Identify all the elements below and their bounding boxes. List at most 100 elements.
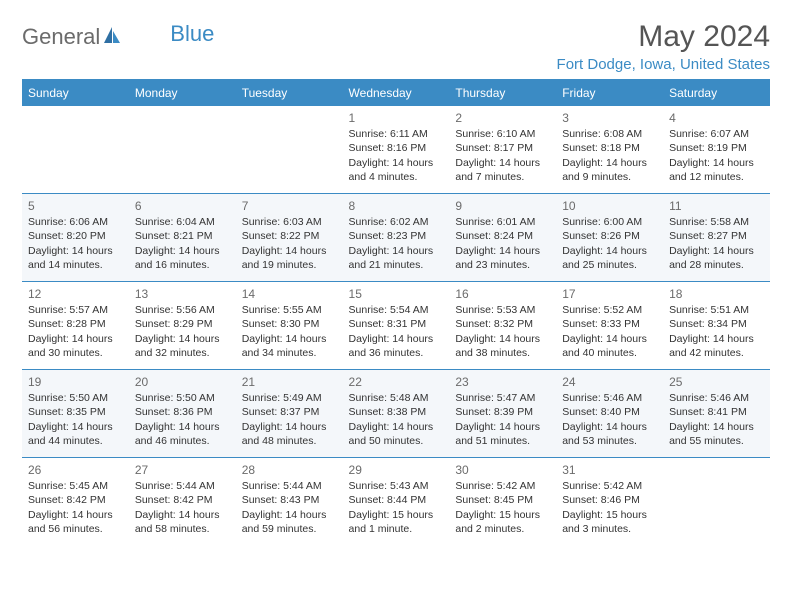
calendar-table: SundayMondayTuesdayWednesdayThursdayFrid… [22,79,770,546]
daylight-text: and 14 minutes. [28,258,123,272]
daylight-text: Daylight: 14 hours [349,332,444,346]
empty-cell [22,106,129,194]
sunrise-text: Sunrise: 5:46 AM [562,391,657,405]
day-number: 9 [455,198,550,214]
sunrise-text: Sunrise: 6:07 AM [669,127,764,141]
sunset-text: Sunset: 8:20 PM [28,229,123,243]
sunset-text: Sunset: 8:29 PM [135,317,230,331]
daylight-text: and 51 minutes. [455,434,550,448]
daylight-text: Daylight: 14 hours [349,244,444,258]
sunrise-text: Sunrise: 5:56 AM [135,303,230,317]
daylight-text: and 34 minutes. [242,346,337,360]
empty-cell [663,458,770,546]
daylight-text: and 19 minutes. [242,258,337,272]
sunrise-text: Sunrise: 5:57 AM [28,303,123,317]
day-header: Saturday [663,80,770,106]
daylight-text: Daylight: 14 hours [562,156,657,170]
sunset-text: Sunset: 8:41 PM [669,405,764,419]
sunset-text: Sunset: 8:30 PM [242,317,337,331]
day-header: Sunday [22,80,129,106]
daylight-text: and 7 minutes. [455,170,550,184]
sunset-text: Sunset: 8:19 PM [669,141,764,155]
day-cell: 20Sunrise: 5:50 AMSunset: 8:36 PMDayligh… [129,370,236,458]
day-cell: 9Sunrise: 6:01 AMSunset: 8:24 PMDaylight… [449,194,556,282]
sunrise-text: Sunrise: 5:44 AM [135,479,230,493]
sunset-text: Sunset: 8:32 PM [455,317,550,331]
daylight-text: Daylight: 14 hours [242,420,337,434]
sunset-text: Sunset: 8:24 PM [455,229,550,243]
daylight-text: and 59 minutes. [242,522,337,536]
daylight-text: and 53 minutes. [562,434,657,448]
sunrise-text: Sunrise: 6:06 AM [28,215,123,229]
day-cell: 15Sunrise: 5:54 AMSunset: 8:31 PMDayligh… [343,282,450,370]
sunset-text: Sunset: 8:21 PM [135,229,230,243]
week-row: 12Sunrise: 5:57 AMSunset: 8:28 PMDayligh… [22,282,770,370]
day-number: 15 [349,286,444,302]
sunset-text: Sunset: 8:37 PM [242,405,337,419]
day-number: 18 [669,286,764,302]
daylight-text: and 44 minutes. [28,434,123,448]
title-block: May 2024 Fort Dodge, Iowa, United States [557,20,770,73]
sunrise-text: Sunrise: 6:01 AM [455,215,550,229]
sunset-text: Sunset: 8:22 PM [242,229,337,243]
day-cell: 17Sunrise: 5:52 AMSunset: 8:33 PMDayligh… [556,282,663,370]
daylight-text: Daylight: 14 hours [669,156,764,170]
day-number: 20 [135,374,230,390]
day-header: Monday [129,80,236,106]
day-cell: 28Sunrise: 5:44 AMSunset: 8:43 PMDayligh… [236,458,343,546]
daylight-text: Daylight: 14 hours [135,508,230,522]
day-header: Friday [556,80,663,106]
daylight-text: and 21 minutes. [349,258,444,272]
day-cell: 7Sunrise: 6:03 AMSunset: 8:22 PMDaylight… [236,194,343,282]
daylight-text: and 46 minutes. [135,434,230,448]
day-number: 27 [135,462,230,478]
daylight-text: Daylight: 15 hours [455,508,550,522]
day-cell: 25Sunrise: 5:46 AMSunset: 8:41 PMDayligh… [663,370,770,458]
day-number: 28 [242,462,337,478]
sunset-text: Sunset: 8:45 PM [455,493,550,507]
daylight-text: and 12 minutes. [669,170,764,184]
week-row: 26Sunrise: 5:45 AMSunset: 8:42 PMDayligh… [22,458,770,546]
daylight-text: and 2 minutes. [455,522,550,536]
sunset-text: Sunset: 8:39 PM [455,405,550,419]
daylight-text: Daylight: 14 hours [669,332,764,346]
daylight-text: Daylight: 14 hours [349,420,444,434]
day-number: 26 [28,462,123,478]
sunrise-text: Sunrise: 5:43 AM [349,479,444,493]
daylight-text: Daylight: 15 hours [349,508,444,522]
logo-text-general: General [22,24,100,50]
sunrise-text: Sunrise: 5:50 AM [135,391,230,405]
day-cell: 26Sunrise: 5:45 AMSunset: 8:42 PMDayligh… [22,458,129,546]
day-number: 24 [562,374,657,390]
sunset-text: Sunset: 8:42 PM [28,493,123,507]
day-cell: 19Sunrise: 5:50 AMSunset: 8:35 PMDayligh… [22,370,129,458]
day-number: 13 [135,286,230,302]
sunset-text: Sunset: 8:31 PM [349,317,444,331]
daylight-text: and 55 minutes. [669,434,764,448]
day-header: Wednesday [343,80,450,106]
daylight-text: Daylight: 14 hours [562,332,657,346]
daylight-text: Daylight: 14 hours [455,244,550,258]
sunset-text: Sunset: 8:40 PM [562,405,657,419]
daylight-text: and 1 minute. [349,522,444,536]
day-number: 16 [455,286,550,302]
day-number: 14 [242,286,337,302]
day-cell: 27Sunrise: 5:44 AMSunset: 8:42 PMDayligh… [129,458,236,546]
day-number: 12 [28,286,123,302]
daylight-text: and 30 minutes. [28,346,123,360]
sunset-text: Sunset: 8:34 PM [669,317,764,331]
day-number: 11 [669,198,764,214]
daylight-text: Daylight: 14 hours [135,332,230,346]
daylight-text: and 9 minutes. [562,170,657,184]
empty-cell [236,106,343,194]
day-number: 17 [562,286,657,302]
day-number: 6 [135,198,230,214]
sunset-text: Sunset: 8:35 PM [28,405,123,419]
daylight-text: Daylight: 14 hours [455,332,550,346]
location-text: Fort Dodge, Iowa, United States [557,56,770,73]
daylight-text: and 58 minutes. [135,522,230,536]
sunrise-text: Sunrise: 5:50 AM [28,391,123,405]
sunrise-text: Sunrise: 6:08 AM [562,127,657,141]
day-number: 8 [349,198,444,214]
sunset-text: Sunset: 8:17 PM [455,141,550,155]
